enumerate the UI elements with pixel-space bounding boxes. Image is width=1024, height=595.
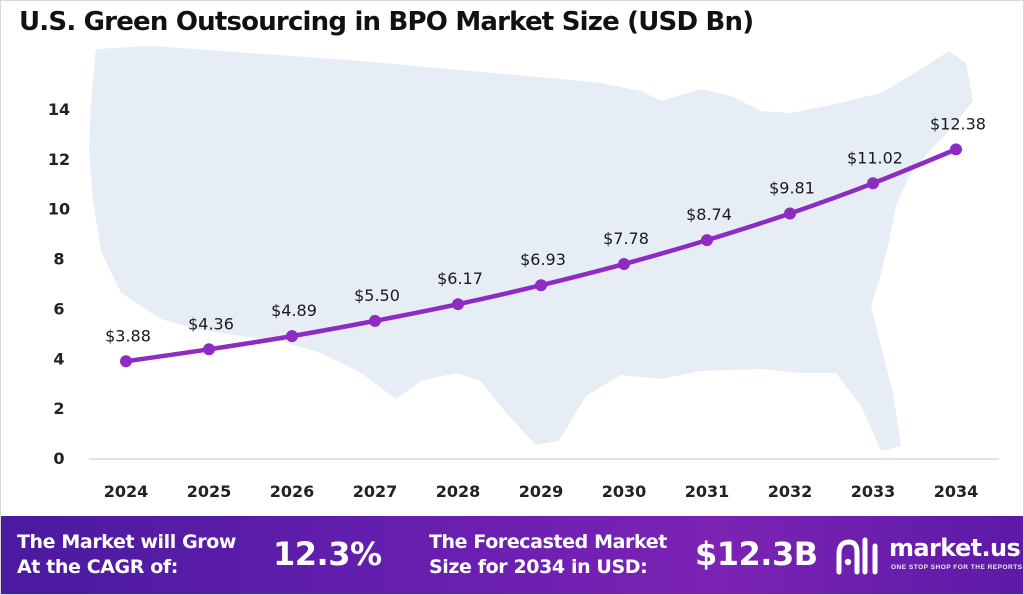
- y-tick-label: 2: [53, 399, 64, 418]
- x-tick-label: 2032: [768, 482, 813, 501]
- data-point: [120, 355, 132, 368]
- data-point: [950, 143, 962, 156]
- y-tick-label: 10: [48, 200, 70, 219]
- forecast-label-line1: The Forecasted Market: [429, 531, 667, 553]
- data-point: [452, 298, 464, 311]
- series-market-size: [120, 143, 962, 368]
- forecast-label-line2: Size for 2034 in USD:: [429, 556, 648, 578]
- y-axis: 0 2 4 6 8 10 12 14: [48, 100, 70, 468]
- y-tick-label: 6: [53, 299, 64, 318]
- x-axis: 2024 2025 2026 2027 2028 2029 2030 2031 2032 2033…: [89, 458, 999, 501]
- data-labels: $3.88 $4.36 $4.89 $5.50 $6.17 $6.93 $7.78 $8.74…: [105, 114, 986, 345]
- brand-name: market.us: [889, 534, 1021, 562]
- y-tick-label: 8: [53, 250, 64, 269]
- line-chart: 0 2 4 6 8 10 12 14 2024 2025 2026 2027 2028 2029 2030…: [48, 46, 999, 501]
- x-tick-label: 2027: [353, 482, 398, 501]
- cagr-value: 12.3%: [273, 535, 382, 573]
- cagr-label-line2: At the CAGR of:: [17, 556, 178, 578]
- data-label: $3.88: [105, 326, 151, 345]
- x-tick-label: 2030: [602, 482, 647, 501]
- y-tick-label: 12: [48, 150, 70, 169]
- data-label: $11.02: [847, 148, 903, 167]
- data-label: $6.17: [437, 269, 483, 288]
- data-point: [784, 207, 796, 220]
- data-point: [286, 330, 298, 343]
- data-point: [618, 258, 630, 271]
- data-point: [701, 234, 713, 247]
- data-label: $12.38: [930, 114, 986, 133]
- us-map-background: [89, 46, 973, 451]
- footer-banner: The Market will Grow At the CAGR of: 12.…: [1, 516, 1023, 594]
- data-point: [867, 177, 879, 190]
- x-tick-label: 2028: [436, 482, 481, 501]
- market-us-logo-icon: [836, 537, 878, 575]
- y-tick-label: 4: [53, 349, 64, 368]
- brand-tagline: ONE STOP SHOP FOR THE REPORTS: [891, 564, 1023, 571]
- data-label: $4.89: [271, 301, 317, 320]
- x-tick-label: 2034: [934, 482, 979, 501]
- data-label: $8.74: [686, 205, 732, 224]
- y-tick-label: 14: [48, 100, 70, 119]
- data-label: $4.36: [188, 314, 234, 333]
- data-label: $7.78: [603, 229, 649, 248]
- x-tick-label: 2025: [187, 482, 232, 501]
- forecast-value: $12.3B: [695, 535, 818, 573]
- x-tick-label: 2031: [685, 482, 730, 501]
- cagr-label: The Market will Grow At the CAGR of:: [17, 530, 236, 580]
- brand-logo[interactable]: market.us ONE STOP SHOP FOR THE REPORTS: [835, 532, 1023, 582]
- y-tick-label: 0: [53, 449, 64, 468]
- x-tick-label: 2029: [519, 482, 564, 501]
- cagr-label-line1: The Market will Grow: [17, 531, 237, 553]
- data-label: $9.81: [769, 178, 815, 197]
- x-tick-label: 2024: [104, 482, 149, 501]
- data-point: [535, 279, 547, 292]
- data-label: $5.50: [354, 286, 400, 305]
- x-tick-label: 2026: [270, 482, 315, 501]
- data-label: $6.93: [520, 250, 566, 269]
- forecast-label: The Forecasted Market Size for 2034 in U…: [429, 530, 667, 580]
- x-tick-label: 2033: [851, 482, 896, 501]
- chart-title: U.S. Green Outsourcing in BPO Market Siz…: [19, 7, 754, 37]
- data-point: [369, 314, 381, 327]
- data-point: [203, 343, 215, 356]
